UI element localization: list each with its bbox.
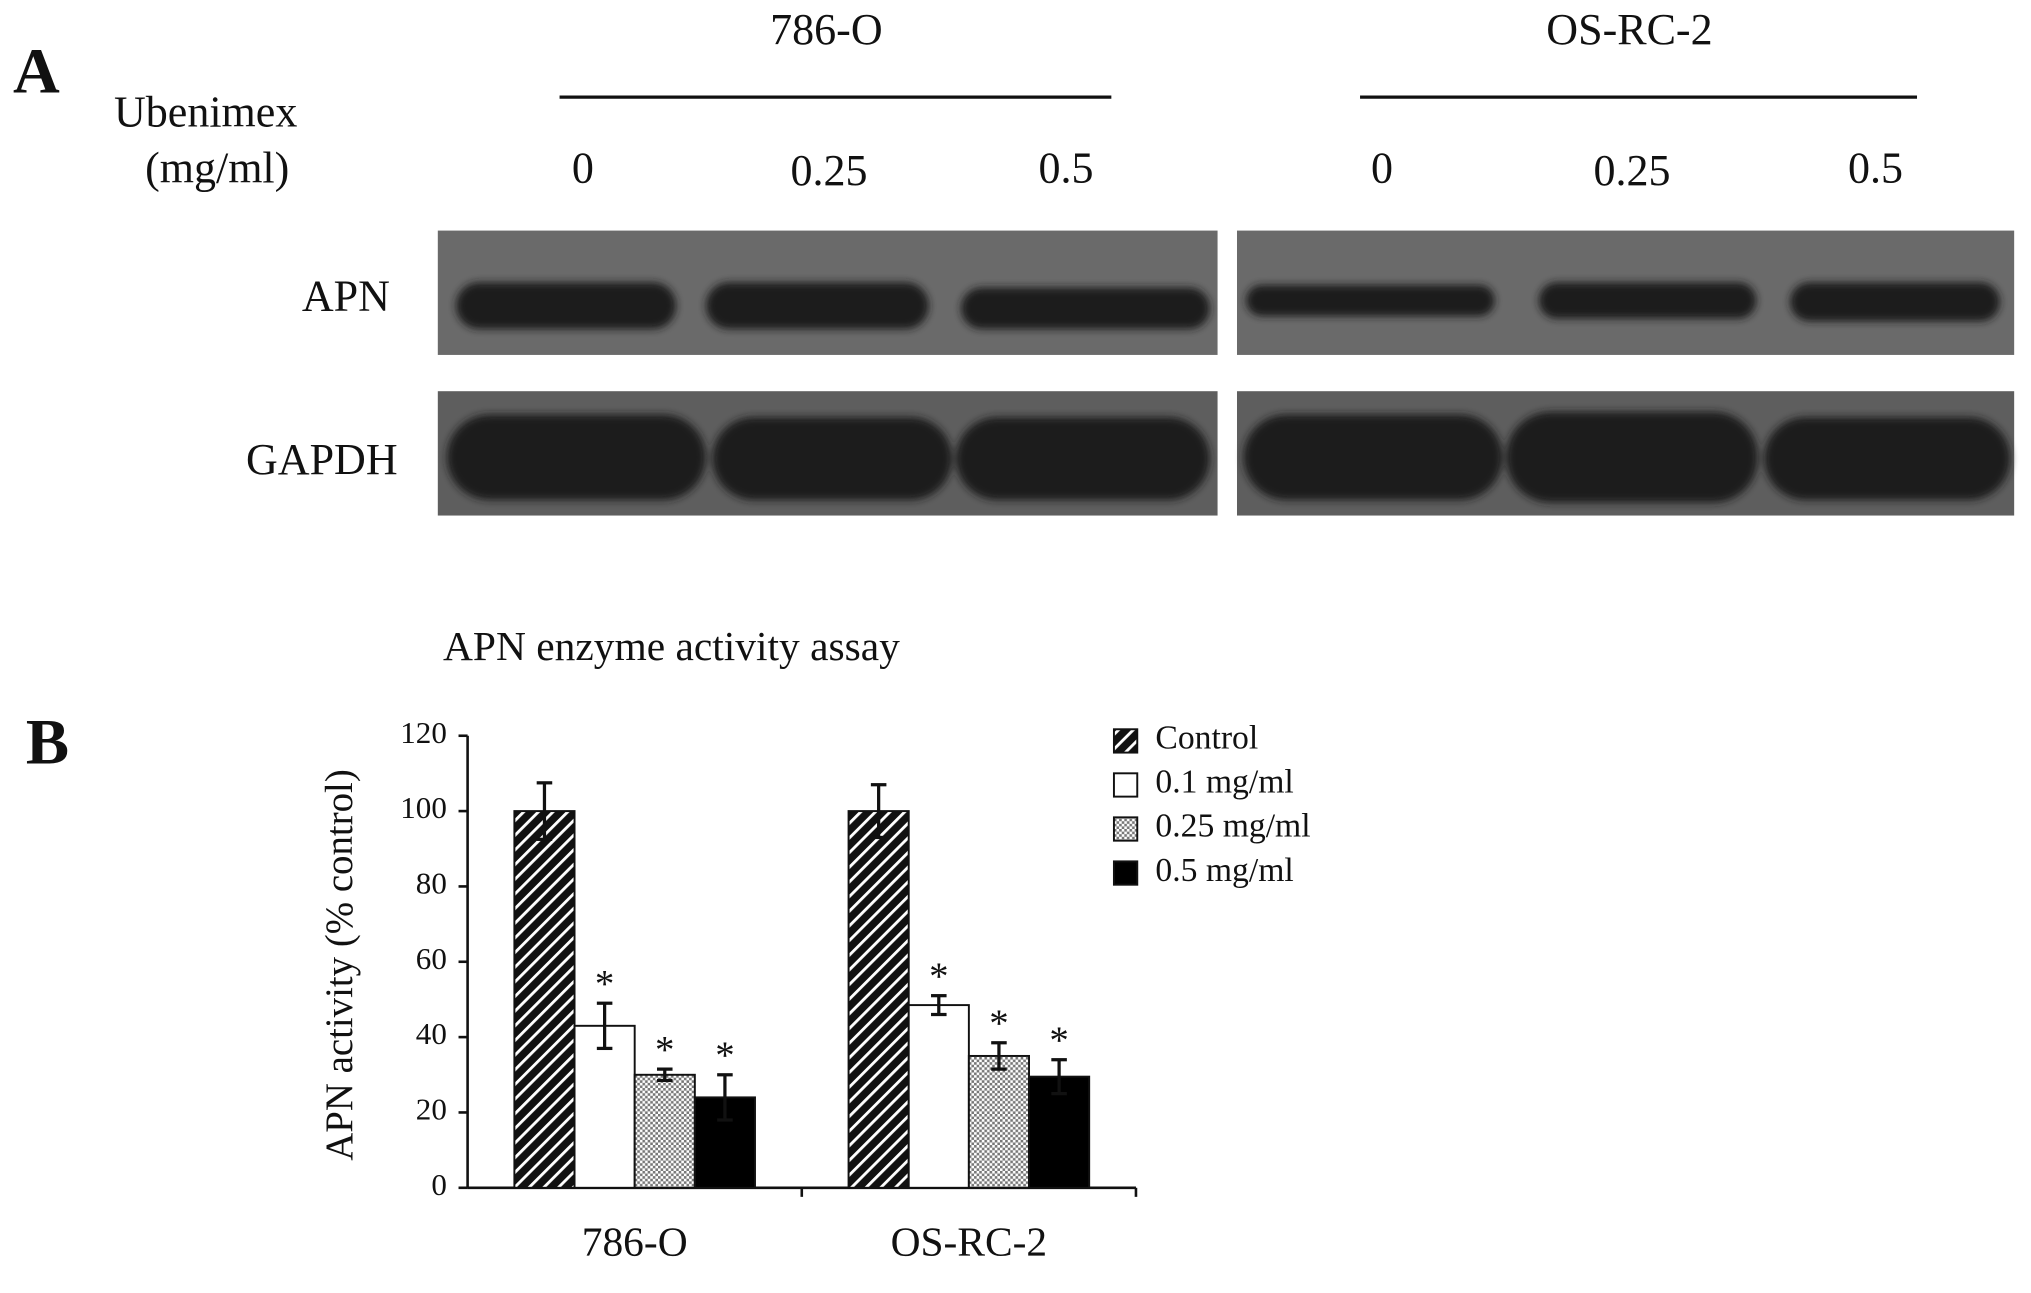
dose-label: 0 [1371, 143, 1393, 192]
dose-label: 0.25 [1594, 146, 1671, 195]
unit-label: (mg/ml) [145, 143, 289, 192]
bar [967, 1054, 1030, 1189]
y-tick-label: 80 [416, 866, 447, 901]
bar [847, 810, 910, 1189]
significance-mark: * [989, 1002, 1008, 1045]
protein-label: APN [302, 272, 390, 321]
x-tick-label: OS-RC-2 [891, 1219, 1048, 1265]
significance-mark: * [1049, 1019, 1068, 1062]
dose-label: 0 [572, 143, 594, 192]
legend-label: 0.5 mg/ml [1155, 852, 1293, 889]
error-bar [991, 1041, 1007, 1071]
error-bar [1051, 1058, 1067, 1096]
x-tick-label: 786-O [582, 1219, 688, 1265]
legend-swatch [1112, 728, 1139, 754]
legend-label: 0.25 mg/ml [1155, 808, 1310, 845]
legend-label: Control [1155, 720, 1258, 757]
chart-title: APN enzyme activity assay [443, 623, 900, 669]
plot: 0 20 40 60 80 100 120 786-O * * * OS-RC-2 * * * Control… [400, 715, 1310, 1265]
y-tick-label: 20 [416, 1092, 447, 1127]
legend-label: 0.1 mg/ml [1155, 764, 1293, 801]
y-tick-label: 0 [431, 1167, 447, 1202]
blot-images [437, 230, 2015, 516]
dose-label: 0.5 [1039, 143, 1094, 192]
bar [573, 1024, 636, 1189]
significance-mark: * [715, 1034, 734, 1077]
error-bar [717, 1073, 733, 1122]
error-bar [656, 1067, 673, 1083]
legend-swatch [1112, 860, 1139, 886]
cell-line-label: OS-RC-2 [1546, 5, 1712, 54]
legend-swatch [1112, 816, 1139, 842]
error-bar [596, 1001, 613, 1051]
bar [513, 810, 576, 1189]
significance-mark: * [929, 955, 948, 998]
significance-mark: * [595, 963, 614, 1006]
y-tick-label: 120 [400, 715, 447, 750]
treatment-label: Ubenimex [114, 88, 297, 137]
bar [633, 1073, 696, 1189]
legend-swatch [1112, 772, 1139, 798]
significance-mark: * [655, 1029, 674, 1072]
y-tick-label: 100 [400, 790, 447, 825]
y-tick-label: 60 [416, 941, 447, 976]
y-axis-label: APN activity (% control) [318, 769, 361, 1161]
dose-label: 0.25 [790, 146, 867, 195]
panel-label: B [26, 707, 69, 779]
error-bar [536, 781, 553, 841]
panel-label: A [13, 36, 60, 108]
protein-label: GAPDH [246, 435, 398, 484]
cell-line-label: 786-O [770, 5, 882, 54]
dose-label: 0.5 [1848, 143, 1903, 192]
bar [907, 1004, 970, 1189]
y-tick-label: 40 [416, 1016, 447, 1051]
error-bar [870, 783, 887, 840]
error-bar [931, 994, 947, 1017]
